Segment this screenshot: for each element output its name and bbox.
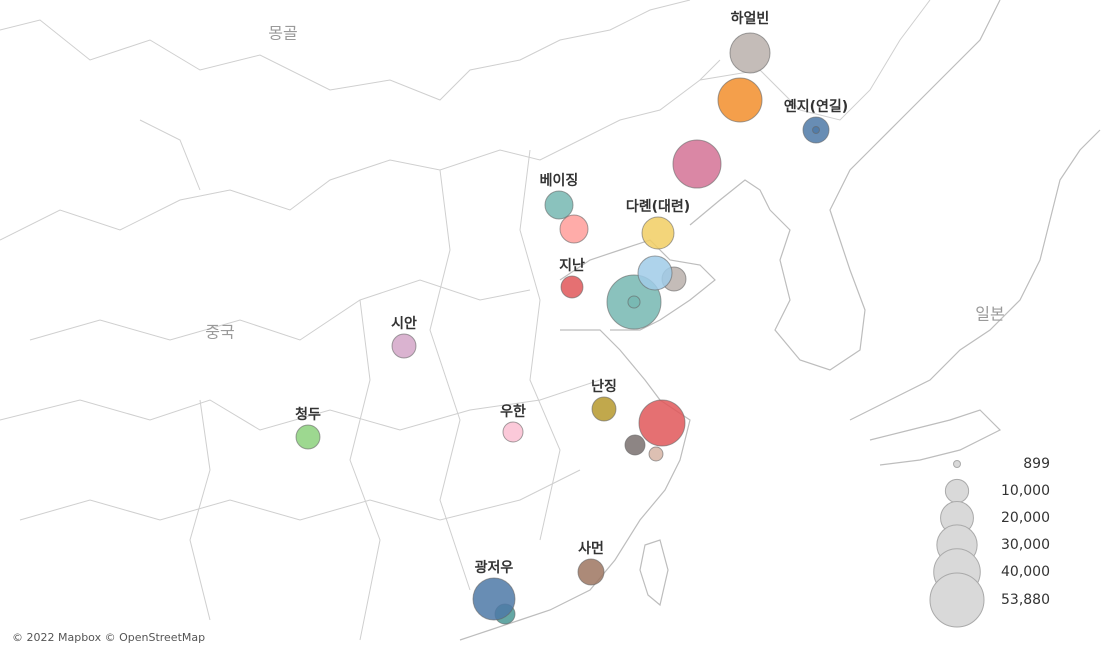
legend-label: 30,000 xyxy=(1001,537,1050,553)
legend-label: 10,000 xyxy=(1001,483,1050,499)
bubble xyxy=(624,434,646,456)
bubble xyxy=(637,255,673,291)
bubble xyxy=(391,333,417,359)
legend-bubble xyxy=(929,572,985,628)
legend-label: 40,000 xyxy=(1001,564,1050,580)
bubble xyxy=(502,421,524,443)
city-label: 청두 xyxy=(295,407,321,423)
city-label: 난징 xyxy=(591,378,617,395)
bubble xyxy=(672,139,722,189)
bubble xyxy=(627,295,641,309)
city-label: 지난 xyxy=(559,257,585,274)
city-label: 사먼 xyxy=(578,540,604,557)
bubble xyxy=(472,577,516,621)
map-label: 일본 xyxy=(975,305,1004,324)
bubble xyxy=(560,275,584,299)
bubble xyxy=(717,77,763,123)
city-label: 베이징 xyxy=(540,172,579,189)
city-label: 우한 xyxy=(500,404,526,420)
legend-label: 53,880 xyxy=(1001,592,1050,608)
city-label: 옌지(연길) xyxy=(784,98,848,115)
bubble xyxy=(812,126,820,134)
bubble xyxy=(641,216,675,250)
legend-bubble xyxy=(944,478,970,504)
bubble xyxy=(559,214,589,244)
bubble xyxy=(577,558,605,586)
city-label: 시안 xyxy=(391,315,417,332)
city-label: 하얼빈 xyxy=(731,10,770,27)
map-outlines xyxy=(0,0,1101,641)
attribution: © 2022 Mapbox © OpenStreetMap xyxy=(12,631,205,644)
bubble xyxy=(648,446,664,462)
city-label: 광저우 xyxy=(475,559,514,576)
bubble xyxy=(295,424,321,450)
bubble xyxy=(544,190,574,220)
city-label: 다롄(대련) xyxy=(626,198,690,215)
map-label: 중국 xyxy=(205,323,234,342)
bubble xyxy=(638,399,686,447)
bubble xyxy=(729,32,771,74)
legend-label: 20,000 xyxy=(1001,510,1050,526)
legend-label: 899 xyxy=(1023,456,1050,472)
bubble xyxy=(591,396,617,422)
legend-bubble xyxy=(953,460,961,468)
map-label: 몽골 xyxy=(268,24,297,43)
